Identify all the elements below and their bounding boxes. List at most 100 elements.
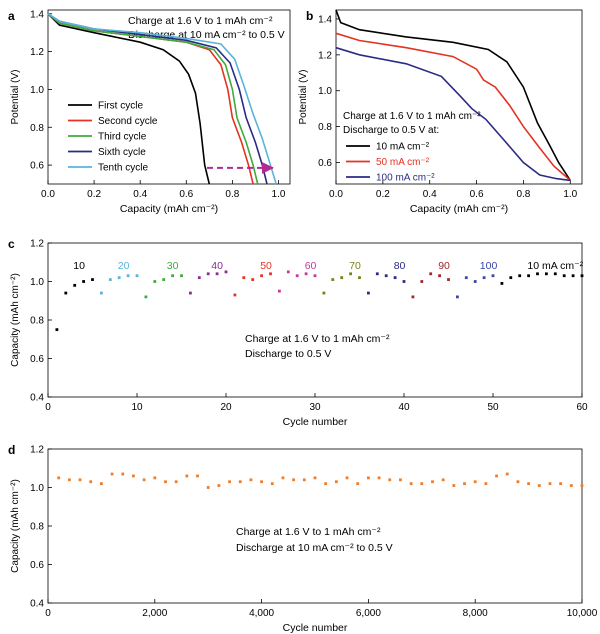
data-point [100, 482, 103, 486]
data-point [251, 278, 255, 281]
data-point [537, 484, 541, 487]
data-point [108, 278, 112, 281]
x-tick-label: 0.4 [133, 189, 147, 200]
data-point [349, 272, 352, 276]
series-line [335, 32, 571, 182]
data-point [55, 328, 59, 332]
panel-c-note-1: Charge at 1.6 V to 1 mAh cm⁻² [245, 333, 390, 345]
panel-d-letter: d [8, 443, 15, 457]
data-point [206, 486, 210, 489]
data-point [174, 480, 178, 484]
data-point [516, 480, 520, 484]
data-point [57, 476, 61, 480]
data-point [331, 278, 335, 281]
y-axis-label: Capacity (mAh cm⁻²) [10, 479, 21, 573]
y-tick-label: 0.6 [30, 354, 44, 365]
data-point [367, 291, 370, 295]
y-axis-label: Potential (V) [298, 69, 309, 124]
rate-label: 80 [394, 260, 406, 272]
data-point [153, 476, 157, 480]
data-point [384, 274, 388, 278]
data-point [269, 272, 272, 276]
x-tick-label: 0.4 [423, 189, 437, 200]
panel-b-letter: b [306, 9, 313, 23]
plot-frame [335, 9, 583, 185]
data-point [452, 484, 456, 487]
data-point [180, 274, 183, 278]
data-point [562, 274, 566, 278]
rate-label: 10 [73, 260, 85, 272]
data-point [456, 295, 459, 299]
y-tick-label: 1.2 [30, 239, 44, 250]
rate-label: 10 mA cm⁻² [527, 260, 583, 272]
legend-label: Third cycle [98, 132, 147, 143]
data-point [491, 274, 495, 278]
data-point [322, 291, 326, 295]
data-point [304, 272, 308, 276]
data-point [377, 476, 381, 480]
data-point [548, 482, 552, 486]
y-tick-label: 1.4 [318, 14, 332, 25]
data-point [91, 278, 94, 281]
data-point [545, 272, 548, 276]
x-tick-label: 50 [487, 402, 499, 413]
y-tick-label: 1.0 [30, 483, 44, 494]
data-point [527, 482, 530, 486]
y-tick-label: 0.6 [30, 161, 44, 172]
data-point [473, 480, 477, 484]
data-point [495, 474, 498, 478]
data-point [121, 472, 125, 476]
data-point [536, 272, 539, 276]
legend-label: Tenth cycle [98, 163, 148, 174]
rate-label: 60 [305, 260, 317, 272]
y-tick-label: 1.4 [30, 9, 44, 20]
data-point [82, 280, 85, 283]
rate-label: 30 [167, 260, 179, 272]
data-point [580, 484, 584, 487]
data-point [260, 480, 263, 484]
panel-d-note-1: Charge at 1.6 V to 1 mAh cm⁻² [236, 526, 381, 538]
y-tick-label: 1.0 [318, 86, 332, 97]
data-point [399, 478, 402, 482]
data-point [78, 478, 82, 482]
data-point [431, 480, 434, 484]
x-tick-label: 0.0 [41, 189, 55, 200]
data-point [429, 272, 433, 276]
legend-label: Second cycle [98, 116, 158, 127]
data-point [411, 295, 415, 299]
series-line [47, 13, 211, 185]
y-tick-label: 0.8 [30, 522, 44, 533]
data-point [569, 484, 573, 487]
x-tick-label: 0.6 [470, 189, 484, 200]
x-tick-label: 0.2 [376, 189, 390, 200]
panel-a-letter: a [8, 9, 15, 23]
data-point [228, 480, 231, 484]
x-tick-label: 8,000 [463, 608, 488, 619]
legend-label: First cycle [98, 101, 143, 112]
data-point [447, 278, 450, 281]
data-point [500, 282, 504, 285]
data-point [509, 276, 513, 280]
data-point [571, 274, 575, 278]
data-point [278, 289, 281, 293]
data-point [484, 482, 488, 486]
x-tick-label: 0.0 [329, 189, 343, 200]
data-point [356, 482, 360, 486]
data-point [126, 274, 130, 278]
data-point [132, 474, 135, 478]
panel-d-note-2: Discharge at 10 mA cm⁻² to 0.5 V [236, 542, 393, 554]
data-point [393, 276, 397, 280]
x-tick-label: 0.2 [87, 189, 101, 200]
legend-label: 10 mA cm⁻² [376, 142, 430, 153]
data-point [420, 482, 424, 486]
x-tick-label: 1.0 [272, 189, 286, 200]
data-point [162, 278, 166, 281]
x-tick-label: 6,000 [356, 608, 381, 619]
data-point [334, 480, 338, 484]
data-point [153, 280, 157, 283]
data-point [135, 274, 139, 278]
series-line [335, 9, 571, 181]
data-point [482, 276, 486, 280]
y-tick-label: 1.2 [318, 50, 332, 61]
panel-b-note-1: Charge at 1.6 V to 1 mAh cm⁻² [343, 111, 481, 122]
